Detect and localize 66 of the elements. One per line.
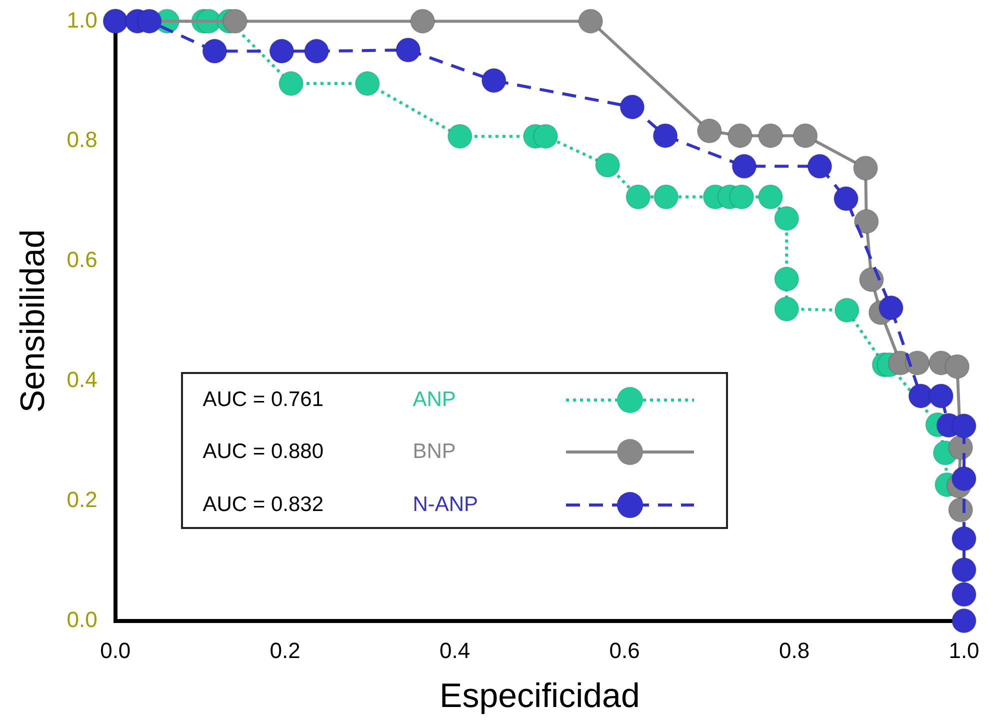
point (859, 267, 884, 292)
point (222, 8, 248, 34)
point (758, 184, 784, 210)
point (952, 582, 976, 607)
point (908, 383, 934, 408)
point (481, 68, 506, 94)
point (304, 38, 330, 64)
point (834, 298, 860, 323)
x-tick-label: 0.2 (270, 638, 300, 664)
y-tick-label: 0.0 (66, 606, 98, 632)
point (533, 124, 558, 149)
x-tick-label: 0.4 (440, 638, 470, 664)
y-tick-label: 0.6 (66, 247, 98, 272)
y-axis-title: Sensibilidad (14, 229, 52, 413)
y-tick-label: 0.4 (66, 367, 98, 392)
annotation: AUC = 0.832 (202, 492, 324, 517)
point (904, 350, 930, 376)
point (654, 184, 679, 210)
y-tick-label: 0.8 (66, 127, 98, 152)
point (834, 186, 859, 212)
point (948, 497, 974, 522)
point (729, 184, 754, 210)
point (774, 266, 800, 292)
x-tick-label: 1.0 (948, 638, 980, 664)
point (952, 608, 976, 634)
point (952, 466, 976, 492)
point (396, 37, 421, 62)
annotation: AUC = 0.880 (202, 440, 324, 464)
point (853, 156, 878, 181)
y-tick-label: 1.0 (66, 7, 98, 32)
point (854, 208, 879, 234)
point (952, 413, 976, 438)
point (774, 206, 800, 231)
point (136, 8, 162, 34)
point (878, 295, 904, 320)
point (354, 71, 380, 96)
point (620, 94, 645, 120)
point (727, 123, 752, 148)
point (928, 383, 954, 408)
text: BNP (412, 440, 456, 464)
point (578, 8, 604, 34)
point (595, 152, 620, 178)
point (626, 184, 651, 210)
point (202, 38, 228, 64)
point (278, 71, 304, 96)
point (944, 354, 970, 380)
point (792, 123, 818, 148)
point (952, 526, 976, 552)
point (447, 124, 472, 149)
point (774, 296, 800, 322)
point (410, 8, 436, 34)
x-axis-title: Especificidad (440, 676, 640, 715)
point (269, 38, 294, 64)
point (758, 123, 784, 148)
x-tick-label: 0.8 (778, 638, 810, 664)
text: ANP (412, 388, 456, 412)
point (696, 118, 722, 144)
point (652, 123, 678, 148)
y-tick-label: 0.2 (66, 486, 98, 512)
point (952, 557, 976, 582)
annotation: AUC = 0.761 (202, 388, 324, 412)
x-tick-label: 0.0 (100, 638, 131, 664)
point (807, 154, 832, 179)
x-tick-label: 0.6 (609, 638, 640, 664)
point (732, 154, 757, 179)
text: N-ANP (412, 492, 478, 517)
